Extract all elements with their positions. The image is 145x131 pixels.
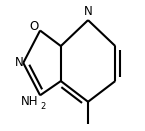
Text: O: O <box>29 20 38 33</box>
Text: N: N <box>84 5 92 18</box>
Text: N: N <box>15 56 24 69</box>
Text: 2: 2 <box>41 102 46 111</box>
Text: NH: NH <box>21 95 38 108</box>
